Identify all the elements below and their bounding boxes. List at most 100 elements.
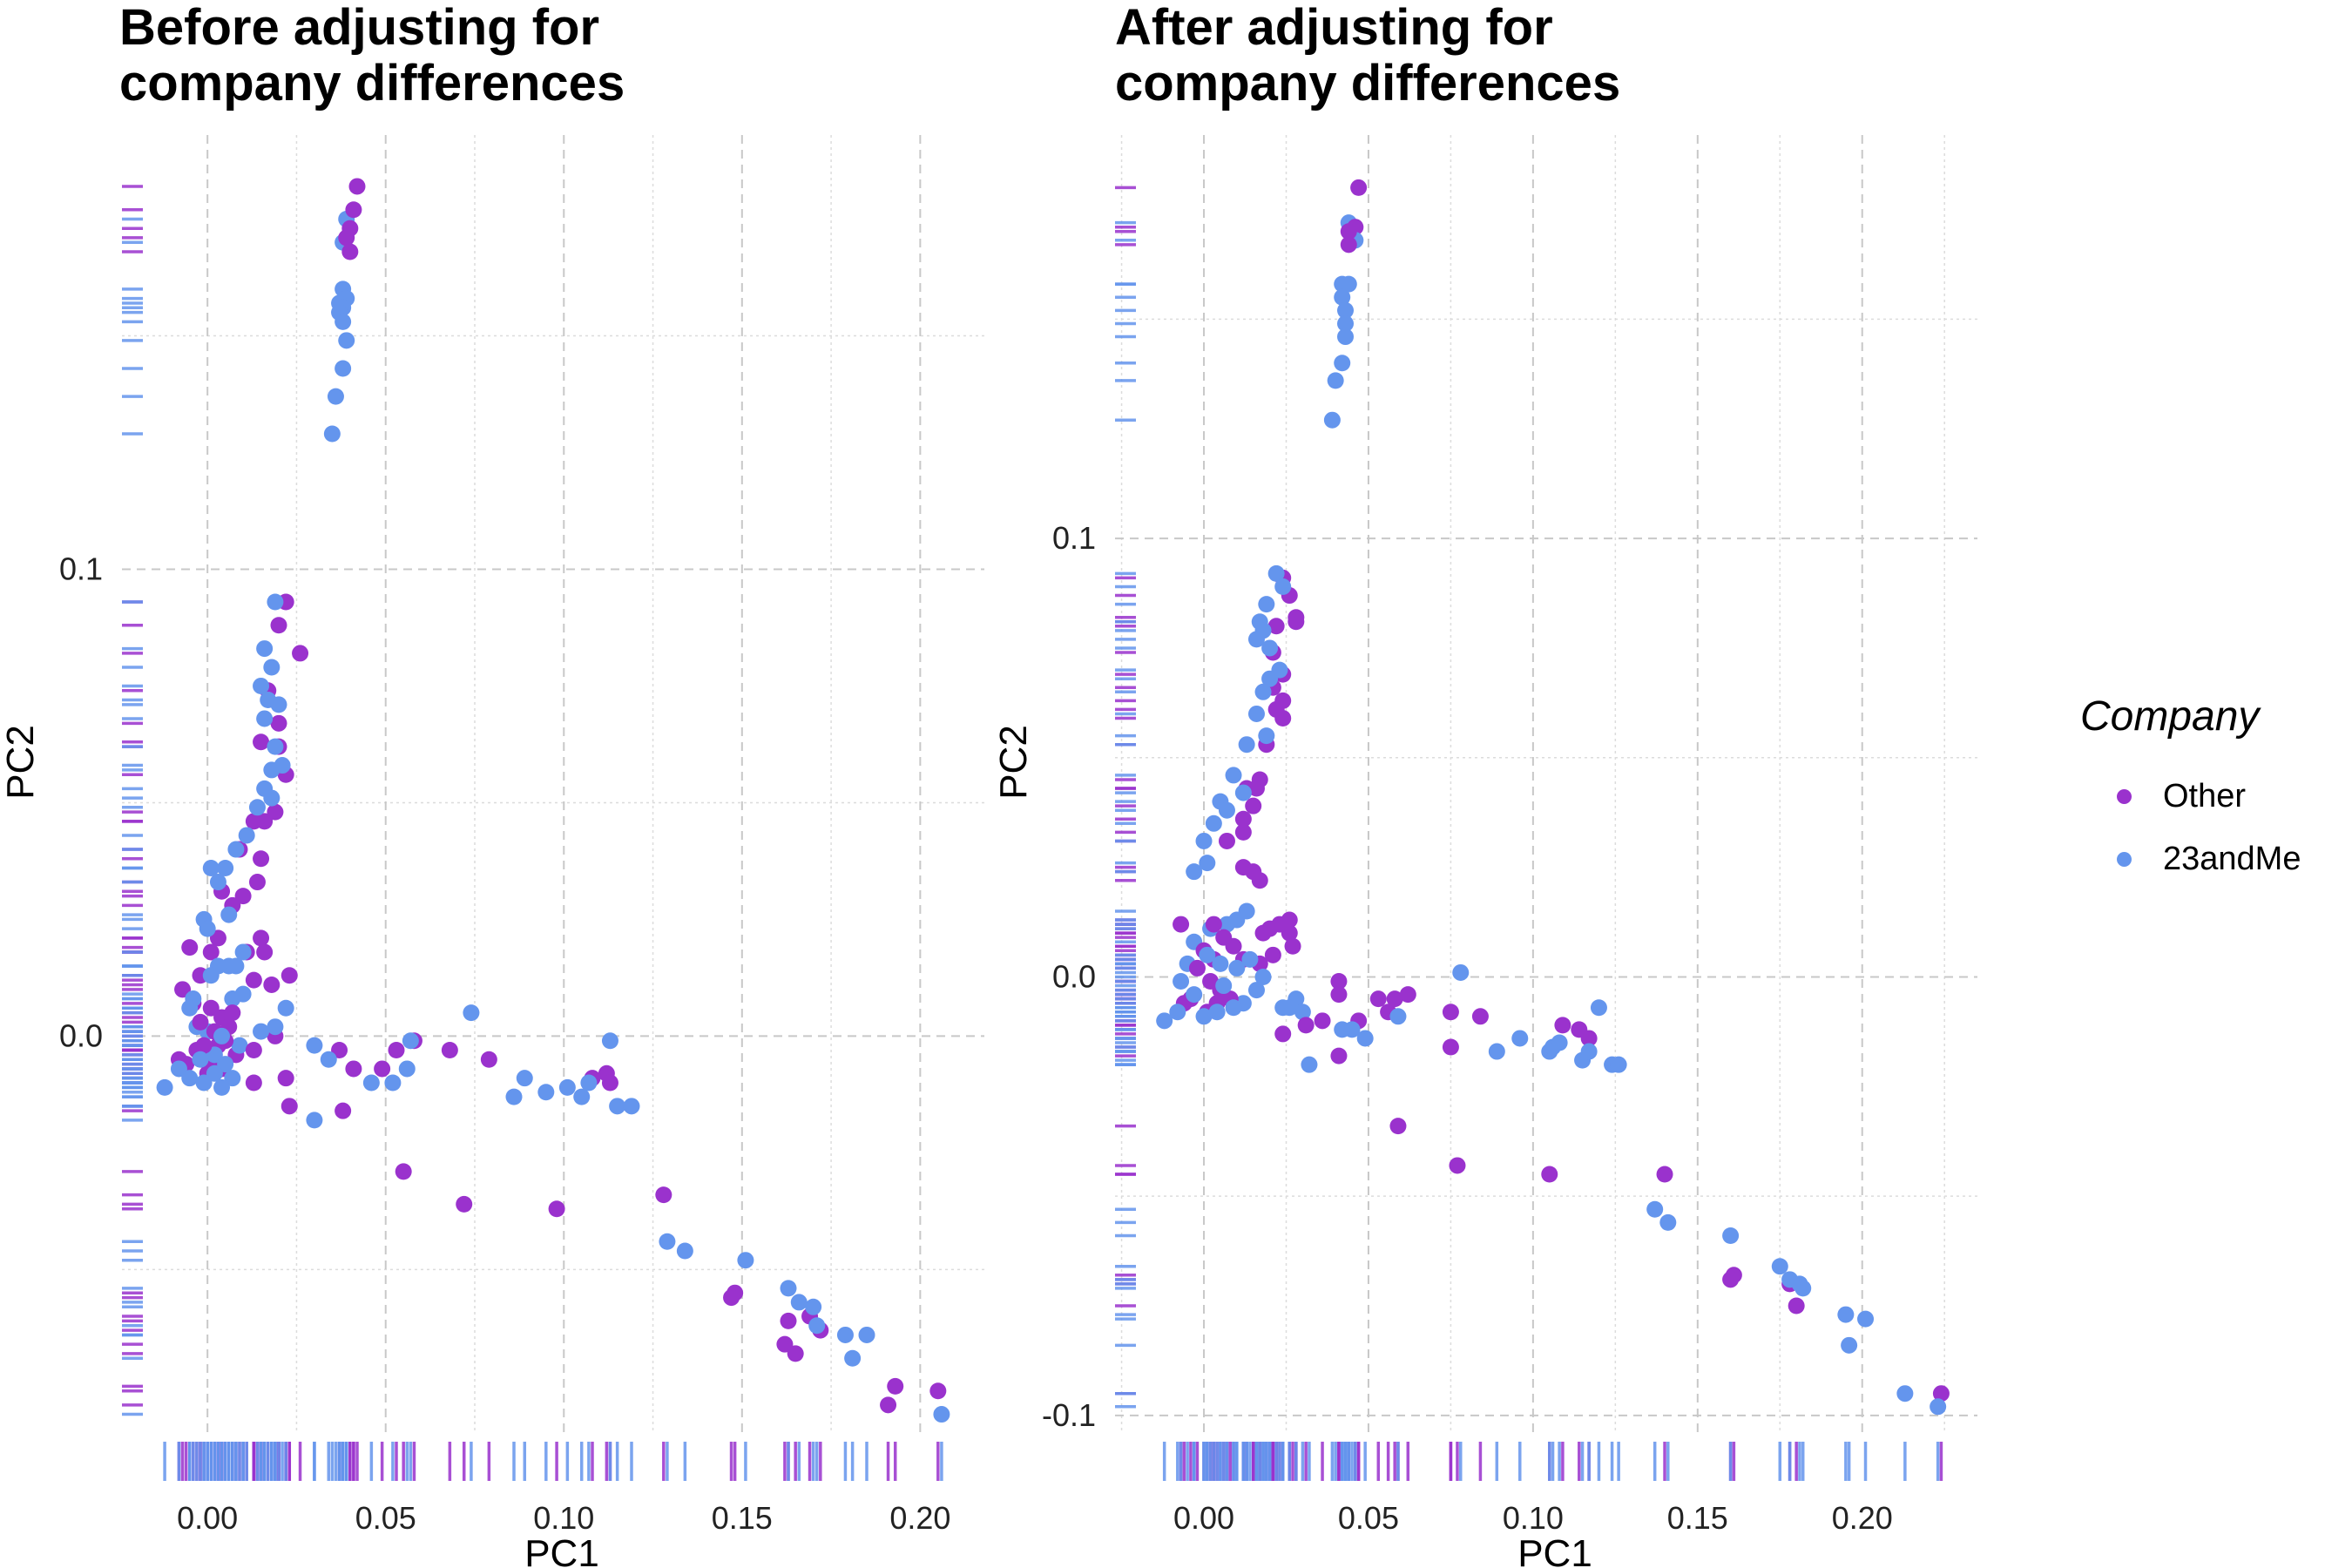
data-point — [270, 714, 287, 732]
data-point — [887, 1377, 904, 1395]
data-point — [263, 659, 280, 676]
data-point — [1228, 959, 1246, 977]
legend-item-23andme: 23andMe — [2080, 828, 2342, 890]
data-point — [1186, 863, 1203, 881]
data-point — [1274, 1025, 1292, 1043]
data-point — [1245, 797, 1262, 814]
data-point — [267, 593, 284, 611]
data-point — [1389, 1118, 1407, 1135]
tick-labels: 0.00 0.05 0.10 0.15 0.20 -0.1 0.0 0.1 — [1042, 520, 1893, 1536]
tick-labels: 0.00 0.05 0.10 0.15 0.20 0.0 0.1 — [59, 551, 950, 1536]
data-point — [558, 1078, 576, 1096]
data-point — [1218, 832, 1235, 849]
chart-before-adjusting: Before adjusting for company differences… — [0, 0, 1010, 1568]
data-point — [463, 1004, 480, 1022]
data-point — [548, 1200, 565, 1218]
data-point — [844, 1349, 862, 1367]
chart-title: Before adjusting for company differences — [119, 0, 625, 112]
data-point — [263, 789, 280, 807]
data-point — [1580, 1043, 1598, 1060]
data-point — [1234, 784, 1252, 801]
y-tick-label: 0.0 — [59, 1017, 103, 1053]
data-point — [338, 332, 355, 349]
chart-title-line-1: After adjusting for — [1115, 0, 1553, 56]
x-tick-label: 0.10 — [533, 1500, 594, 1536]
data-point — [1327, 372, 1344, 389]
data-point — [267, 1018, 284, 1036]
data-point — [1511, 1030, 1529, 1047]
x-tick-label: 0.00 — [177, 1500, 238, 1536]
data-point — [362, 1074, 380, 1092]
data-point — [858, 1326, 875, 1343]
data-point — [1389, 1008, 1407, 1025]
data-point — [248, 799, 266, 816]
data-point — [1794, 1280, 1812, 1297]
data-point — [263, 761, 280, 779]
data-point — [1218, 801, 1235, 819]
data-point — [1541, 1166, 1558, 1183]
y-tick-label: 0.1 — [1052, 520, 1096, 556]
data-point — [1580, 1030, 1598, 1047]
data-point — [1188, 959, 1206, 977]
rug-marks — [1115, 186, 1943, 1481]
data-point — [1267, 564, 1285, 582]
data-point — [1267, 618, 1285, 635]
x-tick-label: 0.05 — [355, 1500, 416, 1536]
data-point — [245, 1074, 262, 1092]
data-point — [1241, 950, 1259, 968]
x-tick-label: 0.05 — [1338, 1500, 1399, 1536]
data-point — [348, 178, 366, 195]
data-point — [1261, 670, 1279, 687]
data-point — [573, 1088, 591, 1105]
data-point — [1169, 1004, 1186, 1021]
x-axis-label: PC1 — [1517, 1532, 1592, 1568]
data-point — [331, 1042, 348, 1059]
data-point — [1788, 1297, 1805, 1315]
y-tick-label: 0.1 — [59, 551, 103, 586]
chart-after-adjusting: After adjusting for company differences … — [993, 0, 2004, 1568]
x-tick-label: 0.15 — [712, 1500, 773, 1536]
x-tick-label: 0.15 — [1667, 1500, 1728, 1536]
data-point — [253, 733, 270, 751]
data-point — [234, 985, 252, 1003]
data-point — [209, 929, 226, 947]
data-point — [1284, 937, 1301, 955]
data-point — [217, 859, 234, 876]
data-point — [1554, 1017, 1571, 1034]
data-point — [659, 1233, 676, 1250]
data-point — [267, 803, 284, 821]
data-point — [1301, 1056, 1318, 1073]
data-point — [1488, 1043, 1505, 1060]
legend-dot-icon — [2117, 851, 2132, 867]
data-point — [1369, 990, 1387, 1008]
data-point — [245, 813, 262, 830]
data-point — [327, 388, 344, 405]
data-point — [776, 1335, 794, 1353]
data-points — [1156, 179, 1950, 1416]
data-point — [345, 201, 362, 219]
data-point — [253, 929, 270, 947]
data-point — [320, 1051, 337, 1068]
grid — [122, 135, 984, 1433]
data-point — [1857, 1310, 1875, 1328]
data-point — [609, 1098, 626, 1115]
data-point — [292, 645, 309, 662]
data-point — [1264, 946, 1281, 963]
data-point — [335, 360, 352, 377]
data-point — [1258, 727, 1275, 745]
data-point — [277, 999, 294, 1017]
data-point — [1225, 999, 1242, 1017]
data-point — [227, 841, 245, 858]
data-point — [1930, 1398, 1947, 1416]
data-point — [238, 827, 255, 844]
data-point — [1254, 683, 1272, 700]
data-point — [1837, 1306, 1855, 1323]
scatter-plot: 0.00 0.05 0.10 0.15 0.20 0.0 0.1 PC1 PC2 — [0, 135, 984, 1568]
data-point — [1288, 613, 1305, 631]
data-point — [505, 1088, 523, 1105]
legend: Company Other 23andMe — [2080, 693, 2342, 890]
data-point — [1340, 275, 1357, 293]
data-point — [1350, 179, 1368, 196]
legend-dot-icon — [2117, 788, 2132, 804]
data-point — [1215, 977, 1233, 995]
